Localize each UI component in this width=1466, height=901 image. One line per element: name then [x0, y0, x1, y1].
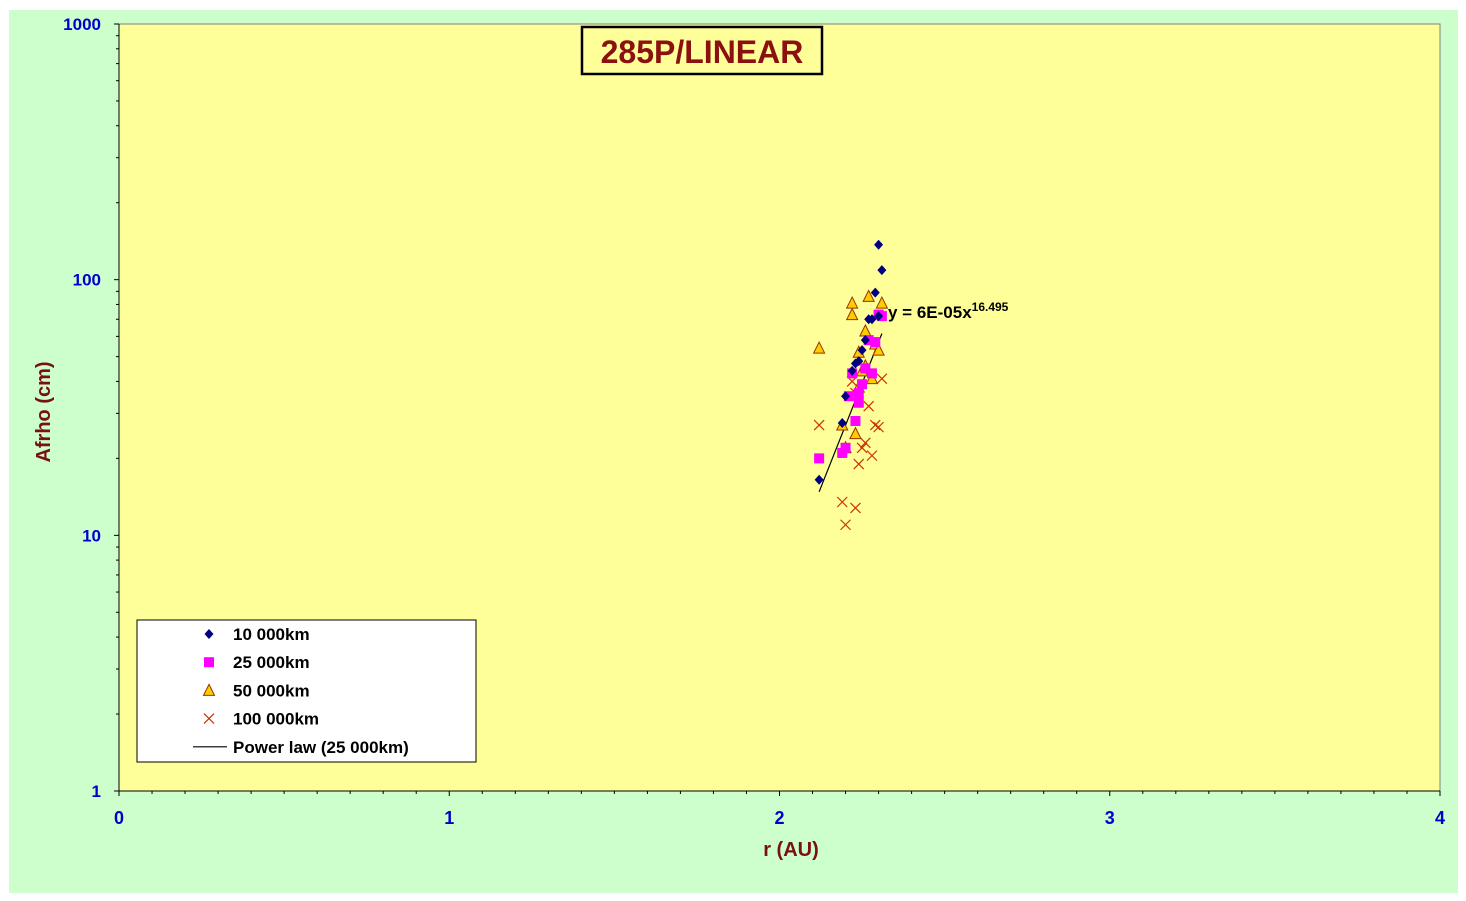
fit-line-layer	[818, 333, 883, 493]
legend-item-100000km: 100 000km	[203, 710, 319, 729]
legend-item-power-law: Power law (25 000km)	[193, 738, 409, 757]
x-tick-label: 2	[774, 808, 784, 828]
point-100000km	[813, 419, 825, 431]
point-10000km	[837, 418, 847, 429]
point-50000km	[875, 295, 889, 309]
legend-marker	[204, 657, 214, 668]
point-25000km	[857, 379, 868, 390]
legend-label: 25 000km	[233, 653, 310, 672]
power-law-fit-line	[818, 333, 883, 493]
point-25000km	[840, 442, 851, 453]
point-25000km	[850, 416, 861, 427]
legend-items: 10 000km 25 000km 50 000km 100 000km Power l…	[193, 625, 409, 757]
legend-marker	[203, 713, 215, 725]
point-10000km	[874, 239, 884, 250]
y-tick-label: 1000	[63, 15, 101, 34]
legend: 10 000km 25 000km 50 000km 100 000km Power l…	[136, 619, 477, 763]
point-100000km	[836, 496, 848, 508]
point-100000km	[853, 458, 865, 470]
chart-title-frame	[580, 25, 824, 76]
point-100000km	[873, 421, 884, 433]
point-10000km	[877, 265, 887, 276]
x-tick-label: 1	[444, 808, 454, 828]
point-25000km	[853, 388, 864, 399]
series-layer	[812, 239, 889, 531]
y-tick-label: 100	[73, 271, 101, 290]
point-10000km	[874, 311, 884, 322]
x-tick-label: 4	[1435, 808, 1445, 828]
point-100000km	[850, 502, 861, 514]
chart-title: 285P/LINEAR	[601, 34, 804, 70]
point-100000km	[876, 373, 888, 385]
point-100000km	[840, 519, 851, 531]
point-50000km	[845, 307, 859, 321]
point-25000km	[866, 368, 877, 379]
fit-equation-text: y = 6E-05x	[888, 303, 972, 322]
x-tick-label: 3	[1105, 808, 1115, 828]
point-100000km	[869, 419, 881, 431]
point-25000km	[853, 397, 864, 408]
fit-equation: y = 6E-05x16.495	[888, 300, 1009, 322]
point-50000km	[849, 426, 862, 440]
point-25000km	[860, 363, 871, 374]
point-10000km	[841, 391, 851, 402]
fit-equation-exponent: 16.495	[972, 300, 1009, 314]
point-10000km	[854, 356, 864, 367]
point-10000km	[814, 474, 824, 485]
x-axis-label: r (AU)	[763, 839, 819, 861]
x-axis-ticks: 0 1 2 3 4	[114, 791, 1445, 828]
legend-label: 50 000km	[233, 681, 310, 700]
y-tick-label: 1	[92, 782, 101, 801]
point-25000km	[814, 453, 825, 464]
point-10000km	[860, 335, 870, 346]
point-10000km	[870, 287, 880, 298]
legend-label: Power law (25 000km)	[233, 738, 409, 757]
point-100000km	[866, 450, 878, 462]
legend-item-10000km: 10 000km	[204, 625, 310, 644]
point-50000km	[872, 343, 885, 356]
point-10000km	[857, 345, 867, 356]
point-100000km	[863, 400, 875, 412]
chart-title-box: 285P/LINEAR	[580, 25, 824, 76]
legend-marker	[202, 683, 216, 696]
y-tick-label: 10	[82, 526, 101, 545]
point-100000km	[856, 442, 868, 454]
legend-box	[136, 619, 477, 763]
legend-item-25000km: 25 000km	[204, 653, 310, 672]
y-axis-label: Afrho (cm)	[33, 361, 55, 462]
point-25000km	[837, 447, 848, 458]
point-10000km	[847, 365, 857, 376]
point-50000km	[812, 340, 826, 354]
y-axis-ticks: 1 10 100 1000	[63, 15, 119, 801]
point-50000km	[862, 289, 875, 302]
legend-label: 100 000km	[233, 710, 319, 729]
point-100000km	[859, 437, 871, 449]
legend-item-50000km: 50 000km	[202, 681, 310, 700]
x-tick-label: 0	[114, 808, 124, 828]
point-25000km	[870, 337, 881, 348]
legend-marker	[204, 629, 214, 639]
point-10000km	[867, 314, 877, 325]
legend-label: 10 000km	[233, 625, 310, 644]
